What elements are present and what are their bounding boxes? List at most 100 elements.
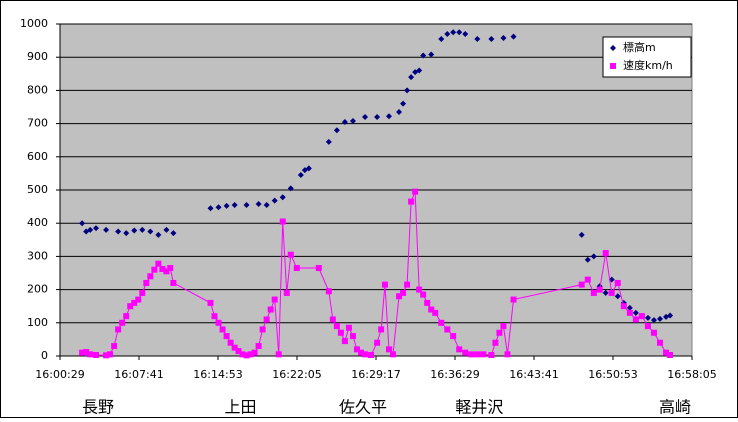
point [243, 201, 250, 208]
point [255, 200, 262, 207]
point [79, 220, 86, 227]
point [223, 202, 230, 209]
point [239, 351, 246, 358]
point [103, 226, 110, 233]
point [207, 205, 214, 212]
point [79, 349, 86, 356]
point [111, 343, 118, 350]
point [107, 351, 114, 358]
point [147, 228, 154, 235]
point [119, 319, 126, 326]
point [602, 289, 609, 296]
point [488, 35, 495, 42]
point [424, 299, 431, 306]
point [87, 226, 94, 233]
point [255, 343, 262, 350]
point [231, 201, 238, 208]
point [650, 317, 657, 324]
point [385, 113, 392, 120]
point [667, 352, 674, 359]
point [480, 351, 487, 358]
x-tick-label: 16:29:17 [351, 368, 400, 381]
point [400, 100, 407, 107]
point [275, 351, 282, 358]
point [638, 313, 645, 320]
point [578, 281, 585, 288]
point [492, 339, 499, 346]
point [362, 113, 369, 120]
point [337, 329, 344, 336]
point [450, 29, 457, 36]
point [223, 333, 230, 340]
point [93, 225, 100, 232]
x-tick-label: 16:58:05 [667, 368, 716, 381]
point [271, 296, 278, 303]
point [650, 329, 657, 336]
point [115, 326, 122, 333]
point [374, 113, 381, 120]
point [632, 309, 639, 316]
point [504, 351, 511, 358]
point [155, 260, 162, 267]
point [626, 309, 633, 316]
y-tick-label: 400 [27, 216, 48, 229]
y-tick-label: 0 [41, 349, 48, 362]
point [215, 319, 222, 326]
point [614, 279, 621, 286]
point [462, 349, 469, 356]
point [135, 296, 142, 303]
point [231, 344, 238, 351]
point [474, 351, 481, 358]
station-label: 軽井沢 [455, 398, 503, 417]
point [271, 197, 278, 204]
legend-label: 標高m [623, 40, 656, 54]
point [151, 266, 158, 273]
point [590, 289, 597, 296]
point [374, 339, 381, 346]
point [438, 35, 445, 42]
point [115, 228, 122, 235]
point [293, 265, 300, 272]
point [93, 352, 100, 359]
point [438, 319, 445, 326]
point [456, 346, 463, 353]
point [155, 231, 162, 238]
point [139, 289, 146, 296]
station-label: 長野 [82, 398, 114, 417]
x-tick-label: 16:50:53 [588, 368, 637, 381]
point [207, 299, 214, 306]
point [345, 324, 352, 331]
x-tick-label: 16:43:41 [509, 368, 558, 381]
point [305, 165, 312, 172]
point [416, 67, 423, 74]
point [500, 34, 507, 41]
point [215, 204, 222, 211]
point [170, 230, 177, 237]
point [259, 326, 266, 333]
point [227, 339, 234, 346]
point [279, 218, 286, 225]
point [127, 303, 134, 310]
point [444, 30, 451, 37]
y-tick-label: 200 [27, 283, 48, 296]
point [408, 74, 415, 81]
point [87, 351, 94, 358]
y-tick-label: 900 [27, 50, 48, 63]
point [353, 346, 360, 353]
point [131, 227, 138, 234]
x-tick-label: 16:22:05 [272, 368, 321, 381]
point [143, 279, 150, 286]
y-tick-label: 700 [27, 117, 48, 130]
point [416, 286, 423, 293]
legend-marker [610, 45, 616, 51]
point [267, 306, 274, 313]
point [462, 30, 469, 37]
point [500, 323, 507, 330]
point [596, 286, 603, 293]
point [496, 329, 503, 336]
point [163, 268, 170, 275]
point [325, 138, 332, 145]
point [488, 352, 495, 359]
x-tick-label: 16:36:29 [430, 368, 479, 381]
